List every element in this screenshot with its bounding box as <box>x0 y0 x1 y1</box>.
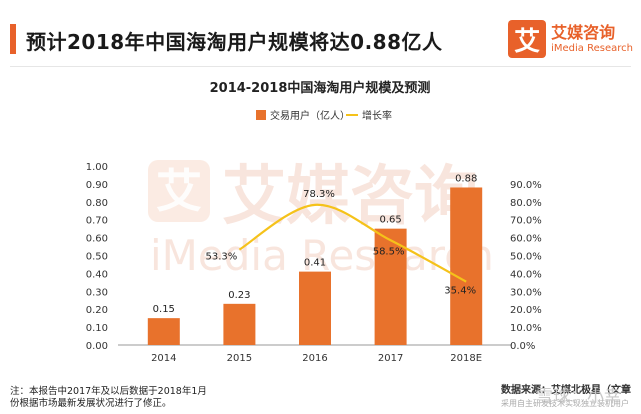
y-left-tick-label: 0.40 <box>86 269 108 280</box>
bar-value-label: 0.65 <box>379 215 401 226</box>
y-right-tick-label: 60.0% <box>510 234 542 245</box>
data-source: 数据来源：艾媒北极星（文章 采用自主研发技术实现独立装机用户 <box>501 384 631 410</box>
x-tick-label: 2018E <box>450 353 482 364</box>
growth-value-label: 58.5% <box>373 246 405 257</box>
bar <box>299 271 331 345</box>
bar-value-label: 0.88 <box>455 173 477 184</box>
x-tick-label: 2015 <box>227 353 252 364</box>
bar-value-label: 0.41 <box>304 258 326 269</box>
legend-label-line: 增长率 <box>362 109 392 122</box>
chart-axes: 0.00 0.10 0.20 0.30 0.40 0.50 0.60 0.70 0.80 0.90… <box>86 162 542 364</box>
legend-label-bar: 交易用户（亿人） <box>270 109 350 122</box>
x-tick-label: 2016 <box>302 353 327 364</box>
growth-value-label: 53.3% <box>206 252 238 263</box>
x-tick-label: 2014 <box>151 353 176 364</box>
bar-value-label: 0.15 <box>153 304 175 315</box>
source-subtext: 采用自主研发技术实现独立装机用户 <box>501 399 629 408</box>
y-left-tick-label: 0.50 <box>86 252 108 263</box>
y-right-tick-label: 20.0% <box>510 305 542 316</box>
growth-value-label: 35.4% <box>444 286 476 297</box>
y-right-tick-label: 10.0% <box>510 323 542 334</box>
y-right-tick-label: 80.0% <box>510 198 542 209</box>
user-scale-chart: 艾艾媒咨询iMedia Research 2014-2018中国海淘用户规模及预… <box>86 80 542 364</box>
y-left-tick-label: 1.00 <box>86 162 108 173</box>
x-tick-label: 2017 <box>378 353 403 364</box>
y-right-tick-label: 30.0% <box>510 287 542 298</box>
footnote-line-1: 注：本报告中2017年及以后数据于2018年1月 <box>10 386 207 397</box>
chart-legend: 交易用户（亿人） 增长率 <box>256 109 392 122</box>
title-accent-bar <box>10 24 16 54</box>
watermark-logo-mark: 艾 <box>156 164 202 218</box>
y-right-tick-label: 70.0% <box>510 216 542 227</box>
y-right-tick-label: 50.0% <box>510 252 542 263</box>
y-left-tick-label: 0.90 <box>86 180 108 191</box>
footnote-line-2: 份根据市场最新发展状况进行了修正。 <box>10 398 172 409</box>
growth-line <box>238 203 467 283</box>
logo-cn-name: 艾媒咨询 <box>551 22 616 42</box>
growth-value-label: 78.3% <box>303 189 335 200</box>
imedia-logo: 艾 艾媒咨询 iMedia Research <box>508 20 633 58</box>
y-right-tick-label: 40.0% <box>510 269 542 280</box>
y-left-tick-label: 0.10 <box>86 323 108 334</box>
legend-swatch-bar <box>256 110 266 120</box>
y-left-tick-label: 0.30 <box>86 287 108 298</box>
y-left-tick-label: 0.00 <box>86 341 108 352</box>
bar <box>374 228 407 345</box>
y-left-tick-label: 0.70 <box>86 216 108 227</box>
xueqiu-watermark: 雪球：小幸 <box>536 387 621 407</box>
logo-mark: 艾 <box>508 20 547 58</box>
chart-title: 2014-2018中国海淘用户规模及预测 <box>210 80 431 96</box>
y-left-tick-label: 0.80 <box>86 198 108 209</box>
y-left-tick-label: 0.60 <box>86 234 108 245</box>
watermark-logo-box <box>148 160 210 222</box>
header-divider <box>10 66 631 67</box>
bar-value-label: 0.23 <box>228 290 250 301</box>
y-right-tick-label: 0.0% <box>510 341 535 352</box>
bar <box>223 303 256 345</box>
watermark: 艾艾媒咨询iMedia Research <box>148 160 494 280</box>
bar <box>147 318 180 345</box>
source-text: 数据来源：艾媒北极星（文章 <box>501 385 631 396</box>
y-right-tick-label: 90.0% <box>510 180 542 191</box>
footnote: 注：本报告中2017年及以后数据于2018年1月 份根据市场最新发展状况进行了修… <box>10 386 207 410</box>
logo-en-name: iMedia Research <box>551 42 633 54</box>
bar-series <box>147 187 483 345</box>
data-labels: 0.15 0.23 0.41 0.65 0.88 53.3% 78.3% 58.5% 35.4% <box>153 173 478 315</box>
y-left-tick-label: 0.20 <box>86 305 108 316</box>
bar <box>450 187 483 345</box>
watermark-cn-text: 艾媒咨询 <box>222 160 478 234</box>
growth-line-series <box>238 203 467 283</box>
page-title: 预计2018年中国海淘用户规模将达0.88亿人 <box>26 30 443 54</box>
